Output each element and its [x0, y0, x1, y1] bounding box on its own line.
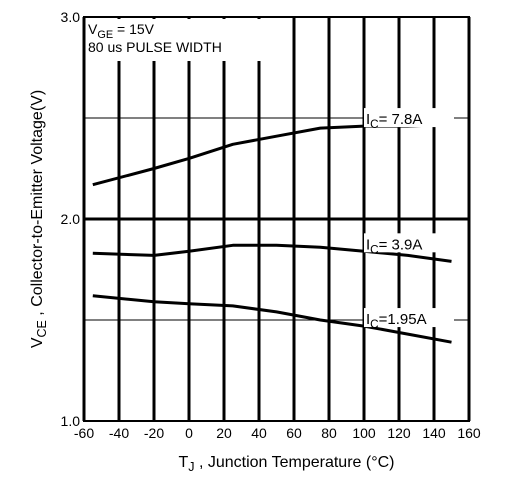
x-tick-label: 160 — [457, 425, 481, 441]
x-tick-label: 20 — [216, 425, 232, 441]
x-tick-label: 140 — [422, 425, 446, 441]
x-tick-label: -20 — [144, 425, 164, 441]
y-tick-label: 1.0 — [61, 413, 81, 429]
plot-frame — [83, 16, 470, 422]
curve-label-bg — [364, 308, 454, 328]
y-tick-label: 3.0 — [61, 9, 81, 25]
x-axis-label-sub: J — [188, 460, 194, 474]
x-tick-label: 40 — [251, 425, 267, 441]
curve-label-bg — [364, 233, 454, 253]
x-tick-label: 60 — [286, 425, 302, 441]
x-axis-label-main: T — [179, 454, 189, 471]
series-line-2 — [92, 243, 452, 263]
condition-line-2-main: 80 us PULSE WIDTH — [88, 39, 222, 55]
x-tick-label: -60 — [74, 425, 94, 441]
curve-label-2-rest: = 3.9A — [379, 236, 423, 253]
tick-labels: -60 -40 -20 0 20 40 60 80 100 120 140 160 1.0 2.0 3.0 — [61, 9, 481, 441]
curve-label-2-sub: C — [370, 243, 378, 256]
curve-label-1-rest: = 7.8A — [379, 111, 423, 128]
condition-line-2: 80 us PULSE WIDTH — [88, 39, 222, 55]
y-axis-label-rest: , Collector-to-Emitter Voltage(V) — [29, 90, 46, 320]
curve-label-3-rest: =1.95A — [379, 311, 427, 328]
series-line-3 — [92, 294, 452, 344]
x-tick-label: 120 — [387, 425, 411, 441]
x-axis-label-rest: , Junction Temperature (°C) — [195, 454, 395, 471]
curve-label-3-main: I — [366, 311, 370, 328]
curve-label-bg — [364, 108, 454, 128]
x-tick-label: 0 — [185, 425, 193, 441]
curve-label-1: IC= 7.8A — [366, 111, 422, 131]
grid-layer — [82, 17, 471, 421]
condition-line-1-sub: GE — [97, 29, 113, 41]
x-axis-label: TJ , Junction Temperature (°C) — [179, 454, 395, 474]
conditions-bg — [86, 19, 266, 61]
curve-label-1-sub: C — [370, 118, 378, 131]
y-tick-label: 2.0 — [61, 211, 81, 227]
condition-line-1-rest: = 15V — [113, 21, 155, 37]
condition-line-1: VGE = 15V — [88, 21, 155, 41]
axis-labels: TJ , Junction Temperature (°C) VCE , Coll… — [29, 90, 394, 474]
x-tick-label: 80 — [321, 425, 337, 441]
x-tick-label: -40 — [109, 425, 129, 441]
y-axis-label-sub: CE — [35, 320, 49, 337]
y-axis-label: VCE , Collector-to-Emitter Voltage(V) — [29, 90, 49, 348]
condition-line-1-main: V — [88, 21, 98, 37]
curve-label-2: IC= 3.9A — [366, 236, 422, 256]
curve-label-3: IC=1.95A — [366, 311, 427, 331]
curve-label-1-main: I — [366, 111, 370, 128]
curve-label-2-main: I — [366, 236, 370, 253]
curve-label-3-sub: C — [370, 318, 378, 331]
y-axis-label-main: V — [29, 337, 46, 348]
x-tick-label: 100 — [352, 425, 376, 441]
